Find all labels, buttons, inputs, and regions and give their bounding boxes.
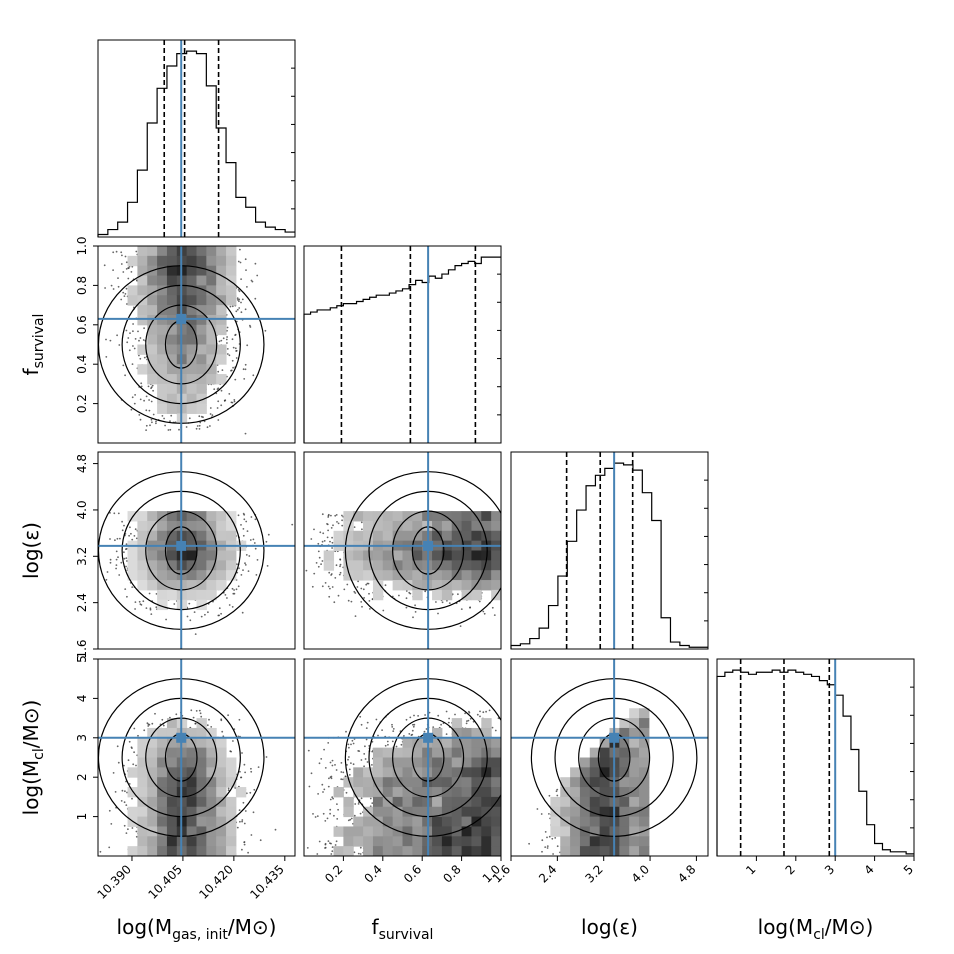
- truth-marker-3-2: [609, 732, 620, 743]
- truth-marker-2-0: [176, 540, 187, 551]
- scatter-panel-mcl-vs-mgas: [97, 658, 296, 857]
- truth-marker-3-0: [176, 732, 187, 743]
- ytick-label-mcl-4: 5: [75, 655, 89, 663]
- hist-curve-mgas: [97, 50, 295, 237]
- hist-panel-mcl: [716, 658, 915, 857]
- scatter-panel-mcl-vs-fsurv: [303, 658, 502, 857]
- ytick-label-fsurv-3: 0.8: [75, 276, 89, 295]
- xtick-label-mcl-4: 5: [901, 862, 916, 877]
- density-layer-3-0: [98, 678, 277, 856]
- xaxis-label-fsurv: fsurvival: [372, 915, 434, 943]
- truth-marker-3-1: [423, 732, 434, 743]
- xtick-label-fsurv-2: 0.6: [401, 862, 424, 885]
- truth-marker-1-0: [176, 313, 187, 324]
- ytick-label-logeps-4: 4.8: [75, 454, 89, 473]
- xtick-label-mcl-0: 1: [743, 862, 758, 877]
- panel-frame-2-0: [97, 451, 296, 650]
- panel-frame-1-0: [97, 245, 296, 444]
- xtick-label-fsurv-3: 0.8: [440, 862, 463, 885]
- yaxis-label-fsurv: fsurvival: [19, 314, 47, 376]
- ytick-label-fsurv-0: 0.2: [75, 394, 89, 413]
- xtick-label-logeps-3: 4.0: [629, 862, 652, 885]
- yaxis-label-mcl: log(Mcl/M⊙): [19, 700, 47, 816]
- xtick-label-logeps-1: 2.4: [536, 862, 559, 885]
- panel-frame-3-0: [97, 658, 296, 857]
- density-layer-3-1: [306, 678, 501, 856]
- xaxis-label-mgas: log(Mgas, init/M⊙): [117, 915, 277, 943]
- ytick-label-mcl-2: 3: [75, 734, 89, 742]
- xtick-label-mcl-2: 3: [822, 862, 837, 877]
- xtick-label-mcl-1: 2: [783, 862, 798, 877]
- panel-frame-2-1: [303, 451, 502, 650]
- ytick-label-fsurv-2: 0.6: [75, 315, 89, 334]
- xtick-label-logeps-2: 3.2: [582, 862, 605, 885]
- xtick-label-mgas-0: 10.390: [94, 862, 134, 902]
- density-layer-1-0: [98, 246, 267, 435]
- density-layer-2-0: [98, 471, 294, 635]
- xtick-label-mcl-3: 4: [861, 862, 876, 877]
- xtick-label-fsurv-1: 0.4: [362, 862, 385, 885]
- ytick-label-logeps-3: 4.0: [75, 500, 89, 519]
- density-layer-2-1: [305, 471, 501, 630]
- ytick-label-logeps-2: 3.2: [75, 547, 89, 566]
- xtick-label-fsurv-0: 0.2: [322, 862, 345, 885]
- xtick-label-mgas-3: 10.435: [247, 862, 287, 902]
- ytick-label-fsurv-4: 1.0: [75, 236, 89, 255]
- xtick-label-logeps-4: 4.8: [675, 862, 698, 885]
- density-layer-3-2: [528, 678, 698, 856]
- truth-marker-2-1: [423, 540, 434, 551]
- hist-curve-fsurv: [303, 256, 501, 443]
- ytick-label-mcl-0: 1: [75, 813, 89, 821]
- scatter-panel-logeps-vs-mgas: [97, 451, 296, 650]
- hist-frame-logeps: [510, 451, 709, 650]
- hist-curve-mcl: [716, 669, 914, 856]
- ytick-label-logeps-1: 2.4: [75, 593, 89, 612]
- yaxis-label-logeps: log(ε): [19, 522, 43, 579]
- panel-frame-3-1: [303, 658, 502, 857]
- scatter-panel-mcl-vs-logeps: [510, 658, 709, 857]
- hist-panel-logeps: [510, 451, 709, 650]
- ytick-label-mcl-1: 2: [75, 773, 89, 781]
- hist-frame-mcl: [716, 658, 915, 857]
- hist-panel-fsurv: [303, 245, 502, 444]
- ytick-label-fsurv-1: 0.4: [75, 355, 89, 374]
- panel-frame-3-2: [510, 658, 709, 857]
- ytick-label-mcl-3: 4: [75, 695, 89, 703]
- xtick-label-mgas-2: 10.420: [196, 862, 236, 902]
- hist-frame-mgas: [97, 39, 296, 238]
- xtick-label-mgas-1: 10.405: [145, 862, 185, 902]
- xaxis-label-logeps: log(ε): [581, 915, 638, 939]
- scatter-panel-fsurv-vs-mgas: [97, 245, 296, 444]
- hist-curve-logeps: [510, 462, 708, 649]
- ytick-label-logeps-0: 1.6: [75, 639, 89, 658]
- xaxis-label-mcl: log(Mcl/M⊙): [758, 915, 874, 943]
- hist-panel-mgas: [97, 39, 296, 238]
- hist-frame-fsurv: [303, 245, 502, 444]
- scatter-panel-logeps-vs-fsurv: [303, 451, 502, 650]
